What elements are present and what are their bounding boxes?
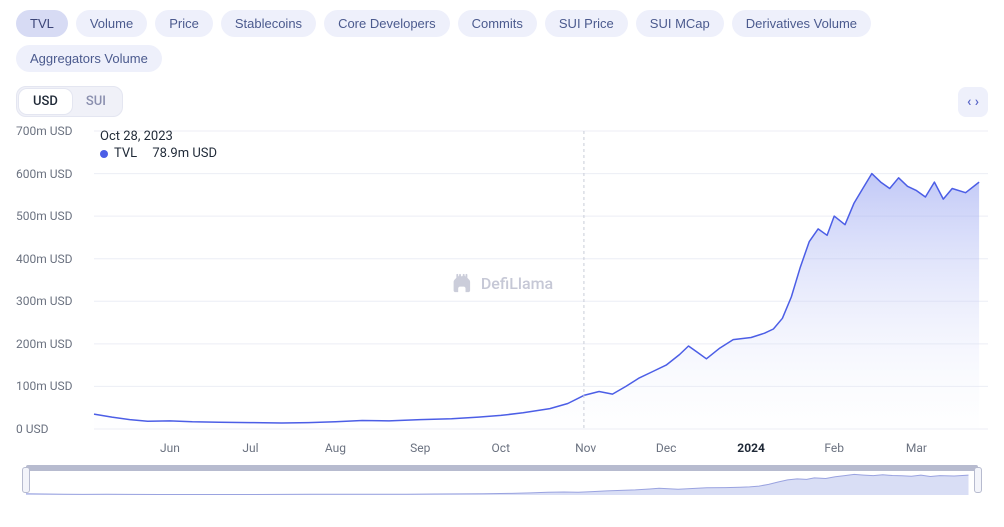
y-axis-tick-label: 0 USD [16,422,49,436]
metric-tabs-row-1: TVL Volume Price Stablecoins Core Developers… [16,10,988,37]
x-axis-tick-label: Aug [325,441,346,455]
x-axis-tick-label: Jul [242,441,258,455]
x-axis-tick-label: Feb [824,441,844,455]
brush-handle-right[interactable] [974,467,982,493]
x-axis-tick-label: 2024 [737,441,765,455]
y-axis-tick-label: 400m USD [16,252,73,266]
y-axis-tick-label: 300m USD [16,294,73,308]
currency-seg-sui[interactable]: SUI [72,89,120,114]
y-axis-tick-label: 500m USD [16,209,73,223]
tab-aggregators-volume[interactable]: Aggregators Volume [16,45,162,72]
y-axis-tick-label: 700m USD [16,124,73,138]
time-range-brush[interactable] [16,461,988,497]
x-axis-tick-label: Nov [575,441,596,455]
currency-toggle: USDSUI [16,86,123,117]
brush-handle-left[interactable] [22,467,30,493]
tab-commits[interactable]: Commits [458,10,537,37]
currency-seg-usd[interactable]: USD [19,89,72,114]
tab-sui-mcap[interactable]: SUI MCap [636,10,724,37]
x-axis-tick-label: Jun [160,441,180,455]
tab-volume[interactable]: Volume [76,10,147,37]
x-axis-tick-label: Sep [410,441,430,455]
x-axis-tick-label: Oct [492,441,510,455]
y-axis-tick-label: 600m USD [16,167,73,181]
tab-tvl[interactable]: TVL [16,10,68,37]
y-axis-tick-label: 200m USD [16,337,73,351]
tab-core-developers[interactable]: Core Developers [324,10,450,37]
y-axis-tick-label: 100m USD [16,379,73,393]
tvl-chart[interactable]: Oct 28, 2023 TVL 78.9m USD DefiLlama 0 U… [16,125,988,455]
metric-tabs-row-2: Aggregators Volume [16,45,988,72]
tab-sui-price[interactable]: SUI Price [545,10,628,37]
chart-controls-row: USDSUI ‹ › [16,86,988,117]
tab-derivatives-volume[interactable]: Derivatives Volume [732,10,871,37]
expand-chart-button[interactable]: ‹ › [958,87,988,117]
x-axis-tick-label: Mar [906,441,927,455]
tab-stablecoins[interactable]: Stablecoins [221,10,316,37]
x-axis-tick-label: Dec [656,441,677,455]
tab-price[interactable]: Price [155,10,213,37]
expand-icon: ‹ › [967,94,979,110]
